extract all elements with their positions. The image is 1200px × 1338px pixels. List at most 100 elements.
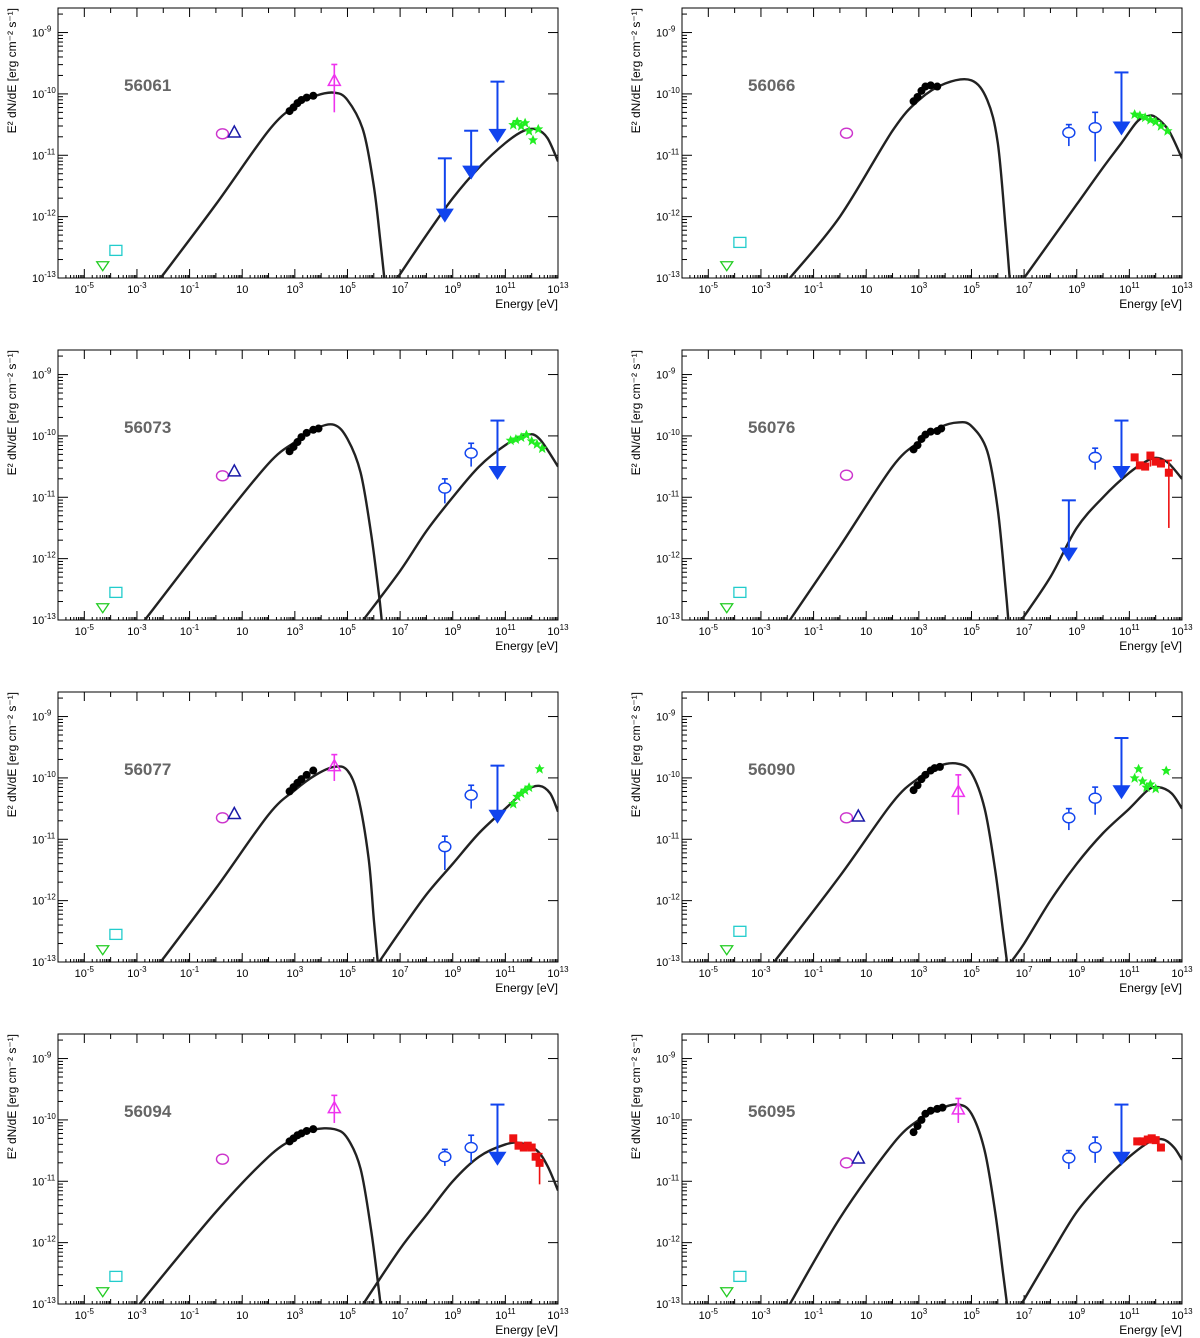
tick-exp: 7 — [1028, 965, 1033, 974]
tick-base: 10 — [495, 968, 507, 980]
x-tick-label: 10-5 — [75, 281, 95, 296]
tick-base: 10 — [656, 773, 668, 785]
x-tick-label: 10-3 — [127, 281, 147, 296]
tick-exp: -13 — [44, 954, 56, 963]
tick-exp: -10 — [44, 86, 56, 95]
tick-base: 10 — [656, 212, 668, 224]
tick-base: 10 — [751, 626, 763, 638]
tick-exp: 11 — [1131, 965, 1140, 974]
uv-point — [851, 1150, 866, 1164]
tick-base: 10 — [1016, 968, 1028, 980]
fermi-point — [1062, 1152, 1076, 1164]
radio-2-point — [733, 236, 747, 249]
tick-exp: -9 — [668, 709, 676, 718]
x-tick-label: 107 — [392, 965, 409, 980]
tick-base: 10 — [1016, 626, 1028, 638]
model-inverse-compton — [362, 432, 558, 620]
tick-exp: -3 — [140, 281, 148, 290]
y-axis-label: E² dN/dE [erg cm⁻² s⁻¹] — [5, 8, 19, 133]
tick-base: 10 — [286, 284, 298, 296]
tick-base: 10 — [286, 626, 298, 638]
x-tick-label: 107 — [1016, 1307, 1033, 1322]
y-tick-label: 10-10 — [32, 86, 56, 101]
x-tick-label: 10-5 — [75, 965, 95, 980]
plot-frame — [57, 1033, 559, 1305]
model-curves — [788, 78, 1182, 278]
upper-limit-arrow — [1112, 465, 1131, 480]
tick-base: 10 — [495, 284, 507, 296]
tick-exp: 7 — [404, 965, 409, 974]
sed-panel-56095: 10-5 10-3 10-1 10 103 105 107 109 1011 101310-131… — [629, 1033, 1193, 1337]
vhe-veritas-point — [1156, 1143, 1165, 1152]
tick-exp: -1 — [816, 281, 824, 290]
x-tick-label: 10-3 — [751, 281, 771, 296]
vhe-magic-point — [1161, 765, 1172, 776]
x-axis-label: Energy [eV] — [495, 639, 558, 653]
tick-base: 10 — [75, 626, 87, 638]
y-tick-label: 10-13 — [656, 954, 680, 969]
tick-exp: 7 — [404, 281, 409, 290]
y-tick-label: 10-11 — [656, 831, 680, 846]
vhe-veritas-point — [1133, 1137, 1142, 1146]
y-axis-label: E² dN/dE [erg cm⁻² s⁻¹] — [5, 350, 19, 475]
x-ray-point — [926, 427, 935, 436]
x-tick-label: 109 — [444, 281, 461, 296]
tick-exp: 11 — [507, 965, 516, 974]
x-axis-label: Energy [eV] — [1119, 297, 1182, 311]
upper-limit-arrow — [1112, 121, 1131, 136]
x-tick-label: 10 — [860, 1310, 872, 1322]
tick-exp: 3 — [299, 281, 304, 290]
tick-base: 10 — [392, 626, 404, 638]
uv-point — [227, 463, 242, 477]
tick-base: 10 — [32, 1238, 44, 1250]
x-tick-label: 105 — [963, 623, 980, 638]
tick-base: 10 — [444, 968, 456, 980]
tick-exp: -12 — [44, 209, 56, 218]
tick-exp: -11 — [44, 1173, 56, 1182]
x-tick-label: 103 — [910, 623, 927, 638]
tick-exp: 13 — [560, 1307, 569, 1316]
y-tick-label: 10-11 — [32, 489, 56, 504]
tick-base: 10 — [699, 284, 711, 296]
x-axis-label: Energy [eV] — [1119, 639, 1182, 653]
vhe-magic-point — [520, 785, 531, 796]
vhe-magic-point — [1150, 116, 1161, 127]
tick-base: 10 — [1119, 1310, 1131, 1322]
data-points — [95, 753, 545, 956]
tick-base: 10 — [656, 1299, 668, 1311]
tick-base: 10 — [910, 1310, 922, 1322]
tick-base: 10 — [339, 284, 351, 296]
vhe-veritas-point — [527, 1143, 536, 1152]
plot-frame — [57, 349, 559, 621]
x-ray-point — [909, 1128, 918, 1137]
x-tick-label: 109 — [444, 623, 461, 638]
y-tick-label: 10-10 — [656, 770, 680, 785]
y-tick-label: 10-10 — [656, 428, 680, 443]
tick-base: 10 — [392, 1310, 404, 1322]
optical-point — [215, 128, 230, 140]
vhe-magic-point — [1162, 125, 1173, 136]
tick-exp: 11 — [507, 623, 516, 632]
x-tick-label: 105 — [339, 623, 356, 638]
tick-exp: -12 — [668, 551, 680, 560]
x-tick-label: 10-5 — [699, 1307, 719, 1322]
x-tick-label: 1013 — [1171, 965, 1193, 980]
vhe-magic-point — [1137, 775, 1148, 786]
vhe-magic-point — [1155, 120, 1166, 131]
tick-exp: 5 — [351, 965, 356, 974]
x-ray-point — [309, 766, 318, 775]
upper-limit-arrow — [1112, 785, 1131, 800]
y-tick-label: 10-10 — [656, 86, 680, 101]
tick-base: 10 — [32, 1299, 44, 1311]
data-points — [719, 1097, 1165, 1298]
y-tick-label: 10-9 — [32, 1051, 52, 1066]
x-tick-label: 10 — [860, 284, 872, 296]
tick-exp: 13 — [560, 281, 569, 290]
fermi-point — [1062, 812, 1076, 824]
x-tick-label: 105 — [963, 1307, 980, 1322]
tick-base: 10 — [32, 957, 44, 969]
tick-exp: 3 — [299, 1307, 304, 1316]
x-tick-label: 10-5 — [699, 623, 719, 638]
model-inverse-compton — [1009, 785, 1182, 962]
x-ray-point — [913, 781, 922, 790]
